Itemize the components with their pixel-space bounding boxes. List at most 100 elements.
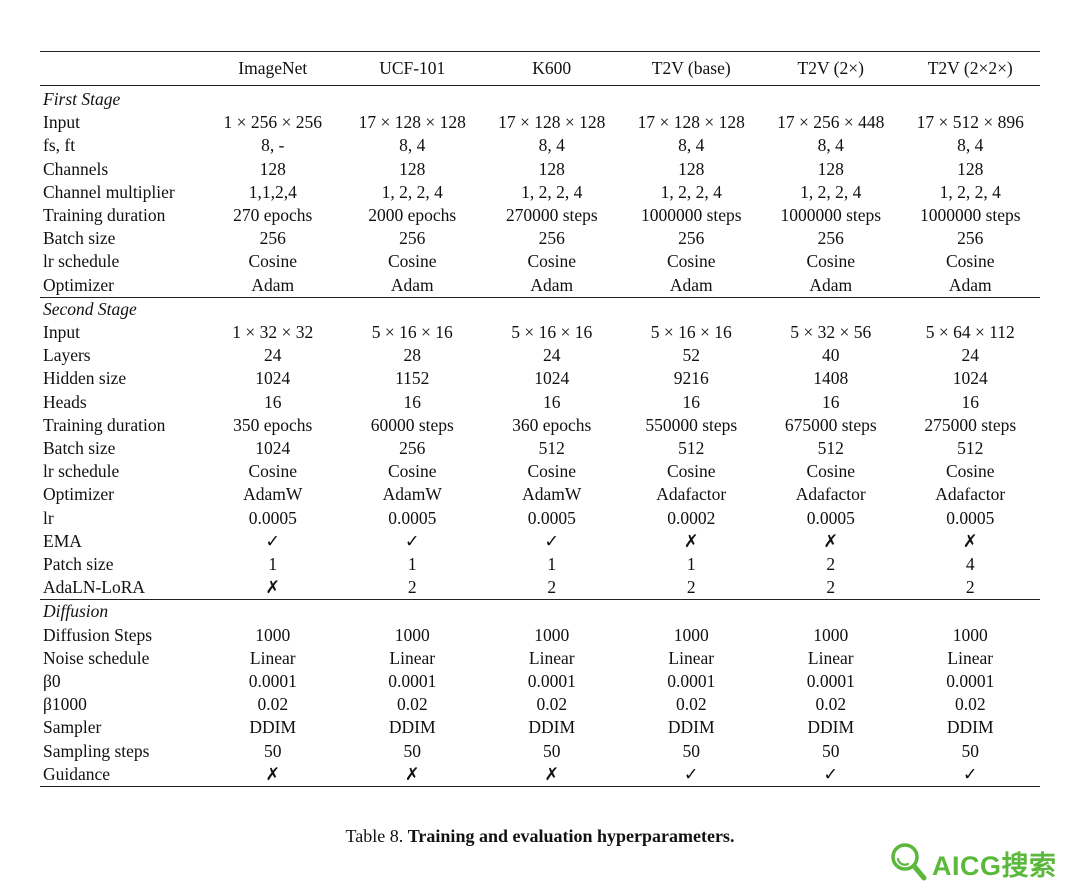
table-row: Guidance ✗ ✗ ✗ ✓ ✓ ✓ — [40, 763, 1040, 787]
table-cell: 128 — [259, 158, 286, 179]
table-cell: 8, 4 — [678, 135, 705, 156]
column-header-imagenet: ImageNet — [238, 58, 308, 78]
table-cell: 2 — [686, 577, 696, 598]
table-cell: Cosine — [527, 461, 577, 482]
table-cell: 1024 — [255, 368, 291, 389]
column-header-k600: K600 — [532, 58, 572, 78]
table-row: β1000 0.02 0.02 0.02 0.02 0.02 0.02 — [40, 693, 1040, 716]
table-cell: DDIM — [249, 717, 297, 738]
row-label: Layers — [43, 345, 91, 366]
column-header-t2v-base: T2V (base) — [651, 58, 731, 78]
table-cell: 2000 epochs — [368, 205, 457, 226]
row-label: Batch size — [43, 228, 116, 249]
section-title: First Stage — [43, 89, 121, 109]
column-header-t2v-2x: T2V (2×) — [797, 58, 864, 78]
table-cell: 16 — [403, 391, 422, 412]
table-cell: 512 — [957, 438, 984, 459]
table-row: Diffusion Steps 1000 1000 1000 1000 1000 1000 — [40, 624, 1040, 647]
section-title-row: Second Stage — [40, 297, 1040, 321]
table-cell: 2 — [547, 577, 557, 598]
table-cell: AdamW — [382, 484, 442, 505]
table-cell: 0.02 — [536, 694, 568, 715]
table-row: Layers 24 28 24 52 40 24 — [40, 344, 1040, 367]
table-cell: 5 × 16 × 16 — [511, 322, 593, 343]
section-title-row: Diffusion — [40, 600, 1040, 624]
table-cell: 17 × 512 × 896 — [916, 112, 1024, 133]
table-cell: 1 — [407, 554, 417, 575]
table-row: Input 1 × 256 × 256 17 × 128 × 128 17 × 128… — [40, 111, 1040, 134]
row-label: Input — [43, 322, 80, 343]
table-cell: DDIM — [528, 717, 576, 738]
table-cell: 24 — [264, 345, 282, 366]
table-cell: 16 — [682, 391, 701, 412]
table-cell: AdamW — [522, 484, 582, 505]
table-cell: 1000000 steps — [919, 205, 1021, 226]
table-cell: 0.0001 — [806, 671, 855, 692]
table-cell: Adafactor — [795, 484, 866, 505]
table-row: lr schedule Cosine Cosine Cosine Cosine Cosin… — [40, 250, 1040, 273]
table-cell: 50 — [961, 740, 980, 761]
row-label: Input — [43, 112, 80, 133]
table-cell: 256 — [399, 438, 426, 459]
table-cell: Linear — [528, 647, 575, 668]
table-cell: Cosine — [806, 461, 856, 482]
table-cell: 50 — [543, 740, 561, 761]
table-cell: ✗ — [265, 577, 281, 598]
table-row: Hidden size 1024 1152 1024 9216 1408 1024 — [40, 367, 1040, 390]
column-header-ucf101: UCF-101 — [379, 58, 446, 78]
table-cell: 50 — [264, 740, 282, 761]
table-cell: 1, 2, 2, 4 — [660, 181, 722, 202]
row-label: Heads — [43, 391, 87, 412]
table-cell: 5 × 16 × 16 — [650, 322, 732, 343]
table-cell: 8, 4 — [817, 135, 844, 156]
table-cell: Adafactor — [935, 484, 1006, 505]
table-row: Optimizer Adam Adam Adam Adam Adam Adam — [40, 274, 1040, 298]
table-cell: 350 epochs — [233, 414, 313, 435]
table-cell: Cosine — [666, 461, 716, 482]
table-row: Batch size 1024 256 512 512 512 512 — [40, 437, 1040, 460]
table-cell: 360 epochs — [512, 414, 592, 435]
table-cell: Adafactor — [656, 484, 727, 505]
table-cell: ✓ — [962, 763, 978, 784]
table-cell: 8, 4 — [538, 135, 565, 156]
table-cell: ✓ — [544, 530, 560, 551]
table-cell: AdamW — [243, 484, 303, 505]
table-cell: 1000000 steps — [640, 205, 742, 226]
table-cell: 0.0001 — [946, 671, 995, 692]
table-cell: 1000000 steps — [780, 205, 882, 226]
table-cell: 1000 — [394, 624, 430, 645]
table-cell: ✗ — [823, 530, 839, 551]
table-cell: Adam — [948, 274, 992, 295]
table-cell: 128 — [817, 158, 844, 179]
section-title: Second Stage — [43, 298, 137, 319]
row-label: Hidden size — [43, 368, 127, 389]
table-row: Noise schedule Linear Linear Linear Linear Li… — [40, 647, 1040, 670]
table-cell: DDIM — [388, 717, 436, 738]
table-cell: 17 × 128 × 128 — [637, 112, 745, 133]
table-cell: 16 — [822, 391, 840, 412]
table-cell: Cosine — [248, 251, 298, 272]
row-label: Sampler — [43, 717, 102, 738]
table-row: Channel multiplier 1,1,2,4 1, 2, 2, 4 1, 2,… — [40, 181, 1040, 204]
table-cell: 16 — [264, 391, 282, 412]
table-cell: Adam — [669, 274, 713, 295]
table-cell: 28 — [403, 345, 422, 366]
table-row: EMA ✓ ✓ ✓ ✗ ✗ ✗ — [40, 530, 1040, 553]
table-cell: 50 — [822, 740, 840, 761]
table-cell: Linear — [389, 647, 436, 668]
table-row: Sampler DDIM DDIM DDIM DDIM DDIM DDIM — [40, 716, 1040, 739]
table-row: Heads 16 16 16 16 16 16 — [40, 391, 1040, 414]
row-label: Batch size — [43, 438, 116, 459]
table-cell: 1000 — [534, 624, 570, 645]
watermark: AICG搜索 — [888, 838, 1057, 888]
table-row: Training duration 270 epochs 2000 epochs 27… — [40, 204, 1040, 227]
table-cell: 0.02 — [954, 694, 986, 715]
table-cell: 128 — [399, 158, 426, 179]
table-row: β0 0.0001 0.0001 0.0001 0.0001 0.0001 0.0001 — [40, 670, 1040, 693]
table-cell: Cosine — [945, 461, 995, 482]
table-cell: 256 — [957, 228, 984, 249]
table-cell: Linear — [249, 647, 296, 668]
table-caption: Table 8. Training and evaluation hyperpa… — [0, 826, 1080, 847]
table-cell: 675000 steps — [784, 414, 877, 435]
row-label: Sampling steps — [43, 740, 150, 761]
